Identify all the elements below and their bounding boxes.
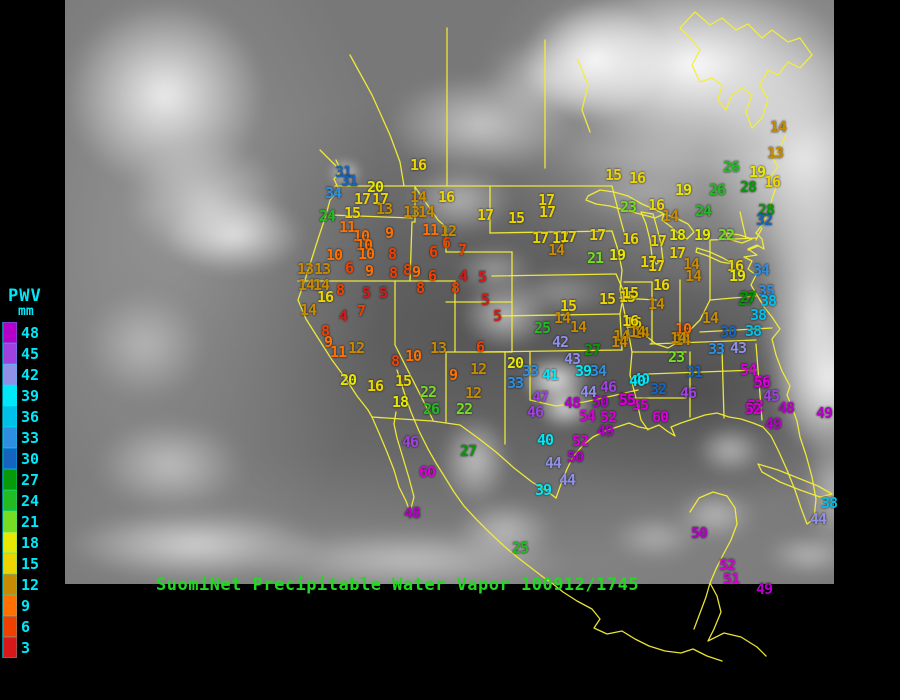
legend-entry: 6 <box>3 616 42 637</box>
product-title: SuomiNet Precipitable Water Vapor 100912… <box>156 575 640 595</box>
legend-entry: 39 <box>3 385 42 406</box>
legend-label: 6 <box>21 617 31 636</box>
legend-swatch <box>3 595 17 616</box>
legend-entry: 48 <box>3 322 42 343</box>
legend-swatch <box>3 490 17 511</box>
legend-swatch <box>3 322 17 343</box>
legend-entry: 42 <box>3 364 42 385</box>
legend-swatch <box>3 511 17 532</box>
legend-swatch <box>3 553 17 574</box>
legend-label: 24 <box>21 491 40 510</box>
legend-swatch <box>3 406 17 427</box>
legend-entry: 21 <box>3 511 42 532</box>
legend-swatch <box>3 448 17 469</box>
legend-label: 21 <box>21 512 40 531</box>
legend-label: 3 <box>21 638 31 657</box>
legend-title: PWV <box>8 286 42 306</box>
legend-label: 30 <box>21 449 40 468</box>
legend-unit: mm <box>18 304 34 319</box>
legend-label: 42 <box>21 365 40 384</box>
state-country-boundaries <box>297 11 833 662</box>
legend-entry: 15 <box>3 553 42 574</box>
legend-swatch <box>3 469 17 490</box>
legend-entry: 24 <box>3 490 42 511</box>
legend-entry: 9 <box>3 595 42 616</box>
pwv-legend: PWV mm 48 45 42 39 36 33 30 27 24 21 18 15 12 9 6 3 <box>2 286 42 658</box>
legend-entry: 45 <box>3 343 42 364</box>
legend-swatch <box>3 616 17 637</box>
legend-entry: 18 <box>3 532 42 553</box>
legend-swatch <box>3 385 17 406</box>
legend-swatch <box>3 532 17 553</box>
legend-color-scale: 48 45 42 39 36 33 30 27 24 21 18 15 12 9 6 3 <box>2 322 42 658</box>
legend-entry: 33 <box>3 427 42 448</box>
legend-entry: 12 <box>3 574 42 595</box>
legend-label: 48 <box>21 323 40 342</box>
legend-label: 18 <box>21 533 40 552</box>
legend-entry: 36 <box>3 406 42 427</box>
legend-swatch <box>3 343 17 364</box>
legend-label: 27 <box>21 470 40 489</box>
legend-label: 15 <box>21 554 40 573</box>
legend-entry: 30 <box>3 448 42 469</box>
legend-label: 33 <box>21 428 40 447</box>
legend-label: 12 <box>21 575 40 594</box>
legend-swatch <box>3 427 17 448</box>
legend-swatch <box>3 637 17 658</box>
legend-entry: 3 <box>3 637 42 658</box>
legend-swatch <box>3 574 17 595</box>
legend-label: 36 <box>21 407 40 426</box>
legend-label: 9 <box>21 596 31 615</box>
legend-label: 45 <box>21 344 40 363</box>
legend-entry: 27 <box>3 469 42 490</box>
legend-swatch <box>3 364 17 385</box>
legend-label: 39 <box>21 386 40 405</box>
